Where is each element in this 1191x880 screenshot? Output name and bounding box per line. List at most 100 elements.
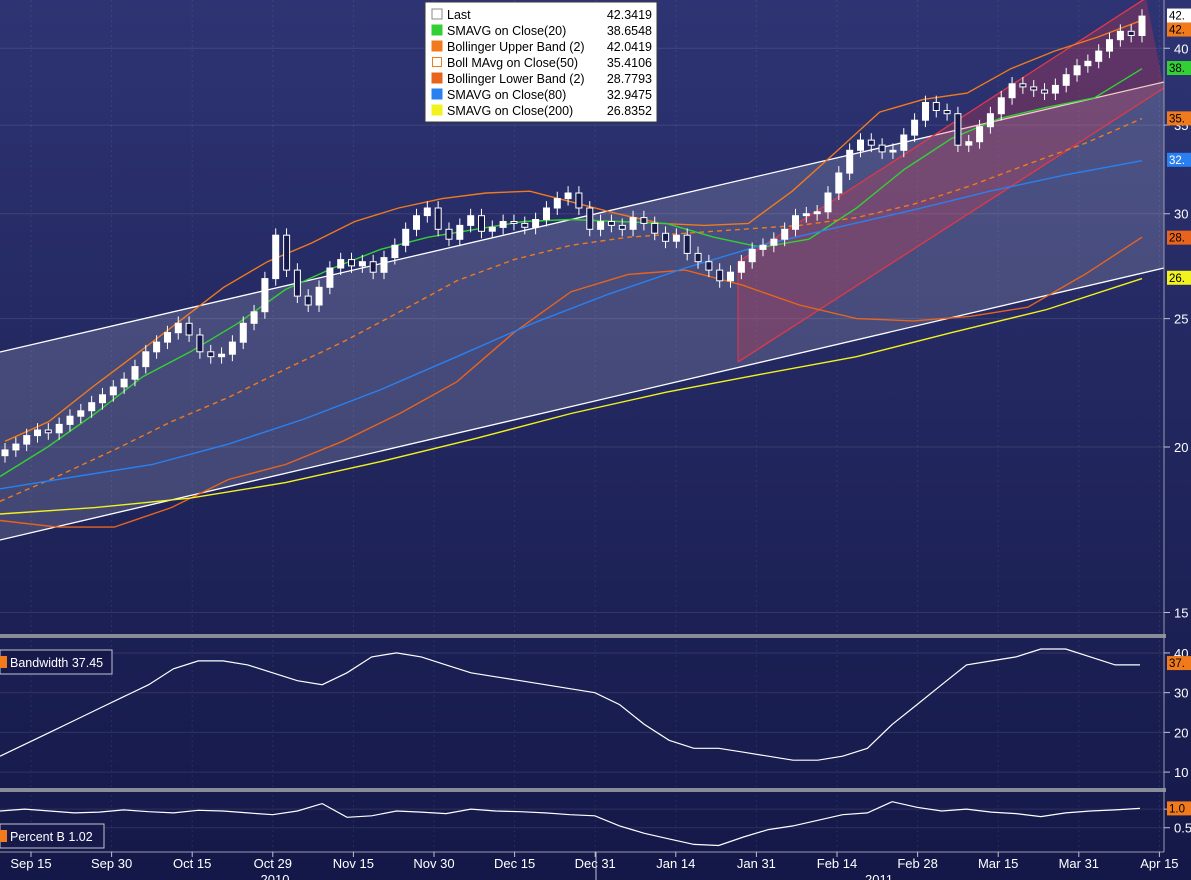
- value-tag: [1167, 8, 1191, 23]
- panel-divider-bottom: [0, 788, 1166, 792]
- candle-body: [153, 341, 161, 353]
- white-channel-upper: [0, 81, 1165, 353]
- x-tick-label: Sep 30: [91, 856, 132, 871]
- candle-body: [99, 394, 106, 404]
- candle-body: [911, 119, 919, 136]
- panel-divider-top: [0, 634, 1166, 638]
- y-tick-label: 20: [1174, 440, 1188, 455]
- y-tick-label: 20: [1174, 725, 1188, 740]
- candle-body: [1062, 74, 1070, 86]
- y-tick-label: 10: [1174, 765, 1188, 780]
- x-tick-label: Sep 15: [10, 856, 51, 871]
- series-line: [0, 117, 1143, 502]
- candle-body: [337, 259, 345, 269]
- candle-body: [651, 222, 659, 234]
- candle-body: [781, 228, 789, 240]
- x-tick-label: Oct 29: [254, 856, 292, 871]
- candle-body: [510, 221, 518, 224]
- value-tag-label: 26.: [1169, 273, 1185, 285]
- candle-body: [185, 322, 193, 336]
- white-channel-lower: [0, 267, 1165, 541]
- value-tag: [1167, 61, 1191, 76]
- candle-body: [835, 172, 843, 194]
- candle-body: [867, 139, 875, 146]
- x-tick-label: Nov 30: [413, 856, 454, 871]
- candle-body: [109, 386, 117, 396]
- x-tick-label: Dec 15: [494, 856, 535, 871]
- legend: Last 42.3419 SMAVG on Close(20) 38.6548 Boll…: [424, 1, 658, 123]
- candle-body: [705, 261, 713, 271]
- bandwidth-label: Bandwidth 37.45: [10, 656, 103, 670]
- candle-body: [586, 207, 594, 230]
- right-value-tags: 42. 42. 38. 35. 32. 28. 26. 37. 1.0: [1167, 8, 1191, 816]
- legend-value: 42.0419: [607, 40, 652, 54]
- candle-body: [196, 334, 204, 353]
- legend-swatch: [431, 88, 443, 100]
- candle-body: [12, 443, 20, 451]
- candle-body: [218, 353, 226, 358]
- candle-body: [44, 429, 52, 434]
- candle-body: [878, 144, 886, 153]
- value-tag-label: 42.: [1169, 25, 1185, 37]
- legend-value: 42.3419: [607, 8, 652, 22]
- value-tag: [1167, 22, 1191, 37]
- candle-body: [326, 267, 334, 288]
- candle-body: [304, 295, 312, 306]
- legend-swatch: [431, 72, 443, 84]
- candle-body: [228, 341, 236, 355]
- value-tag-label: 37.: [1169, 658, 1185, 670]
- percent-b-label-box: [0, 823, 105, 849]
- candle-body: [997, 97, 1005, 115]
- candle-body: [1008, 83, 1016, 99]
- candle-body: [174, 322, 182, 334]
- candle-body: [499, 221, 507, 228]
- candle-body: [1116, 30, 1124, 41]
- candle-body: [618, 224, 626, 230]
- candle-body: [293, 269, 301, 297]
- candle-body: [607, 221, 615, 226]
- candle-body: [824, 192, 832, 213]
- grid-lines: [0, 0, 1164, 852]
- candle-body: [55, 423, 63, 434]
- candle-body: [164, 332, 171, 343]
- white-channel-fill: [0, 82, 1164, 540]
- candle-body: [120, 378, 128, 388]
- candle-body: [943, 110, 951, 115]
- value-tag: [1167, 270, 1191, 285]
- x-tick-label: Dec 31: [575, 856, 616, 871]
- candle-body: [77, 410, 85, 417]
- legend-label: SMAVG on Close(80): [447, 88, 566, 102]
- candle-body: [737, 261, 745, 273]
- year-label: 2011: [865, 872, 893, 880]
- candle-body: [629, 217, 637, 230]
- candle-body: [456, 224, 464, 240]
- value-tag-label: 42.: [1169, 11, 1185, 23]
- candle-body: [1095, 50, 1103, 62]
- lower-panels: Bandwidth 37.45 Percent B 1.02: [0, 648, 1164, 849]
- bandwidth-swatch: [0, 656, 7, 668]
- candle-body: [976, 126, 984, 143]
- candle-body: [1, 449, 9, 457]
- candle-body: [23, 435, 31, 445]
- legend-label: Bollinger Upper Band (2): [447, 40, 585, 54]
- legend-swatch: [432, 57, 442, 67]
- legend-value: 38.6548: [607, 24, 652, 38]
- candle-body: [1084, 60, 1092, 67]
- x-tick-label: Mar 15: [978, 856, 1018, 871]
- candle-body: [553, 198, 561, 209]
- candle-body: [348, 259, 355, 267]
- legend-value: 35.4106: [607, 56, 652, 70]
- legend-swatch: [431, 104, 443, 116]
- value-tag-label: 1.0: [1169, 803, 1185, 815]
- candle-body: [478, 215, 485, 232]
- candle-body: [380, 257, 388, 273]
- candle-body: [802, 213, 810, 217]
- candle-body: [1127, 30, 1135, 36]
- x-axis: Sep 15 Sep 30 Oct 15 Oct 29 Nov 15 Nov 30 Dec …: [10, 852, 1179, 880]
- candle-body: [986, 113, 994, 128]
- x-tick-label: Mar 31: [1059, 856, 1099, 871]
- value-tag: [1167, 656, 1191, 671]
- year-label: 2010: [261, 872, 290, 880]
- candle-body: [532, 219, 540, 228]
- candle-body: [846, 149, 854, 174]
